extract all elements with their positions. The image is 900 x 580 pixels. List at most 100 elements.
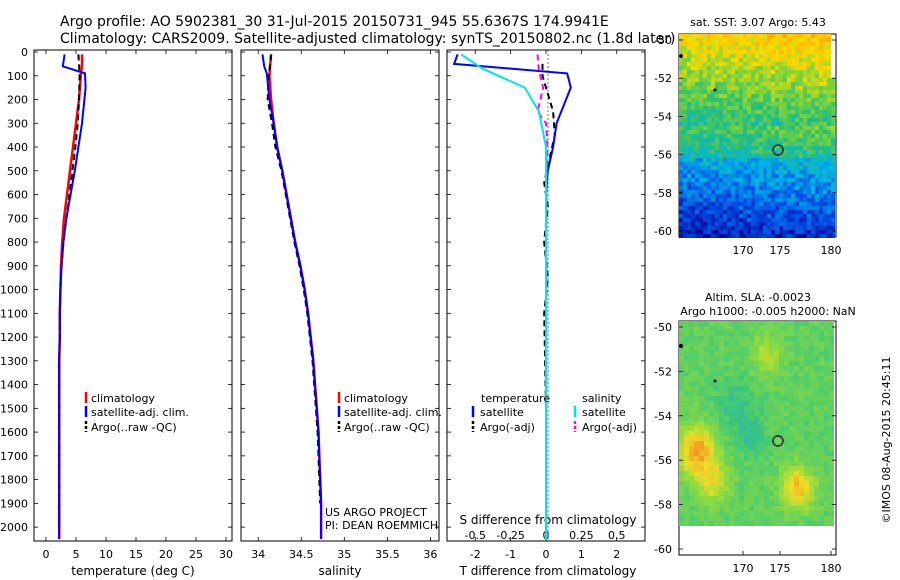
- sla-cell: [709, 391, 714, 396]
- sla-cell: [714, 471, 719, 476]
- sst-cell: [683, 234, 687, 238]
- sst-cell: [799, 234, 803, 238]
- sst-cell: [775, 170, 779, 174]
- sst-cell: [771, 230, 775, 234]
- sla-cell: [754, 411, 759, 416]
- sst-cell: [795, 42, 799, 46]
- sst-cell: [711, 170, 715, 174]
- sst-cell: [715, 122, 719, 126]
- sla-cell: [819, 331, 824, 336]
- sla-cell: [724, 401, 729, 406]
- sst-cell: [739, 146, 743, 150]
- sla-cell: [799, 491, 804, 496]
- sla-cell: [829, 351, 834, 356]
- sst-cell: [699, 218, 703, 222]
- sla-cell: [679, 386, 684, 391]
- sst-cell: [727, 198, 731, 202]
- sst-cell: [711, 206, 715, 210]
- sst-cell: [827, 186, 831, 190]
- sla-cell: [744, 396, 749, 401]
- sst-cell: [763, 198, 767, 202]
- sla-cell: [789, 341, 794, 346]
- sst-cell: [731, 166, 735, 170]
- sst-cell: [803, 110, 807, 114]
- sst-cell: [767, 214, 771, 218]
- sst-cell: [719, 154, 723, 158]
- sla-cell: [779, 411, 784, 416]
- sst-cell: [683, 230, 687, 234]
- sla-cell: [754, 501, 759, 506]
- sst-cell: [803, 194, 807, 198]
- sst-cell: [739, 66, 743, 70]
- sla-cell: [714, 321, 719, 326]
- sst-cell: [799, 170, 803, 174]
- sla-cell: [809, 426, 814, 431]
- sst-cell: [751, 194, 755, 198]
- sst-cell: [755, 234, 759, 238]
- sst-cell: [679, 62, 683, 66]
- sla-cell: [734, 521, 739, 526]
- sst-cell: [767, 190, 771, 194]
- sla-cell: [689, 396, 694, 401]
- sla-cell: [809, 501, 814, 506]
- sst-cell: [699, 142, 703, 146]
- sla-cell: [759, 451, 764, 456]
- sst-cell: [699, 82, 703, 86]
- sst-cell: [811, 98, 815, 102]
- sst-cell: [715, 230, 719, 234]
- map-lon-label: 170: [733, 562, 754, 575]
- sla-cell: [779, 451, 784, 456]
- sst-cell: [747, 166, 751, 170]
- sst-cell: [759, 194, 763, 198]
- sst-cell: [823, 62, 827, 66]
- sla-cell: [729, 456, 734, 461]
- sst-cell: [815, 222, 819, 226]
- sla-cell: [754, 351, 759, 356]
- sst-cell: [803, 190, 807, 194]
- sst-cell: [795, 70, 799, 74]
- sla-cell: [714, 446, 719, 451]
- sst-cell: [695, 194, 699, 198]
- sst-cell: [703, 106, 707, 110]
- sst-cell: [819, 226, 823, 230]
- sla-cell: [724, 446, 729, 451]
- sst-cell: [707, 106, 711, 110]
- sst-cell: [687, 50, 691, 54]
- sla-cell: [824, 501, 829, 506]
- sla-cell: [784, 466, 789, 471]
- sst-cell: [799, 222, 803, 226]
- sst-cell: [731, 66, 735, 70]
- sla-cell: [829, 391, 834, 396]
- sla-cell: [789, 331, 794, 336]
- sst-cell: [707, 170, 711, 174]
- sla-cell: [794, 346, 799, 351]
- sst-cell: [819, 202, 823, 206]
- sla-cell: [814, 401, 819, 406]
- sla-cell: [784, 456, 789, 461]
- sst-cell: [811, 130, 815, 134]
- sla-cell: [794, 416, 799, 421]
- sla-cell: [824, 401, 829, 406]
- sst-cell: [759, 158, 763, 162]
- sst-cell: [747, 106, 751, 110]
- sla-cell: [754, 491, 759, 496]
- sla-cell: [814, 356, 819, 361]
- sst-cell: [739, 90, 743, 94]
- sst-cell: [735, 38, 739, 42]
- sla-cell: [809, 521, 814, 526]
- sla-cell: [704, 396, 709, 401]
- sst-cell: [823, 138, 827, 142]
- sla-cell: [719, 496, 724, 501]
- sst-cell: [703, 74, 707, 78]
- sst-cell: [679, 86, 683, 90]
- sst-cell: [735, 190, 739, 194]
- sla-cell: [824, 376, 829, 381]
- sst-cell: [811, 78, 815, 82]
- sst-cell: [783, 150, 787, 154]
- sst-cell: [791, 50, 795, 54]
- sla-cell: [799, 486, 804, 491]
- sst-cell: [695, 186, 699, 190]
- sst-cell: [763, 106, 767, 110]
- sla-cell: [774, 416, 779, 421]
- sla-cell: [789, 366, 794, 371]
